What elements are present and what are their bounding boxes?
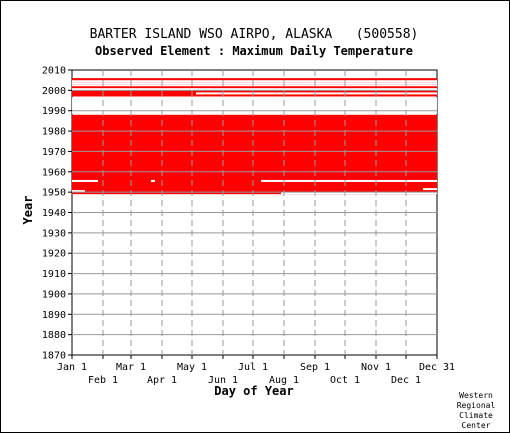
missing-data-gap [281, 192, 437, 195]
missing-data-gap [196, 92, 437, 95]
x-axis-title: Day of Year [214, 384, 293, 398]
missing-data-gap [72, 105, 437, 108]
y-tick-label: 1970 [42, 147, 66, 158]
y-tick-label: 1880 [42, 330, 66, 341]
x-axis-ticks: Jan 1 Mar 1 May 1 Jul 1 Sep 1 Nov 1 Dec 31 Feb … [57, 355, 455, 386]
credit: Western Regional Climate Center [457, 391, 496, 430]
missing-data-gap [72, 111, 437, 114]
y-tick-label: 1870 [42, 351, 66, 362]
x-tick-label: Sep 1 [300, 362, 330, 373]
y-tick-label: 1980 [42, 127, 66, 138]
x-tick-label: Dec 1 [391, 375, 421, 386]
x-tick-label: Jul 1 [238, 362, 268, 373]
missing-data-gap [151, 179, 155, 182]
y-axis-title: Year [21, 196, 35, 225]
y-tick-label: 1990 [42, 106, 66, 117]
credit-line: Regional [457, 401, 496, 410]
y-tick-label: 1930 [42, 228, 66, 239]
missing-data-gap [72, 80, 437, 83]
missing-data-gap [72, 103, 437, 106]
x-tick-label: Oct 1 [330, 375, 360, 386]
missing-data-gap [72, 84, 437, 87]
data-layer [72, 78, 437, 195]
missing-data-gap [261, 179, 437, 182]
chart-title: BARTER ISLAND WSO AIRPO, ALASKA (500558) [90, 27, 419, 42]
missing-data-gap [72, 101, 437, 104]
x-tick-label: Nov 1 [361, 362, 391, 373]
missing-data-gap [72, 179, 98, 182]
missing-data-gap [423, 188, 437, 191]
credit-line: Climate [459, 411, 493, 420]
y-tick-label: 1960 [42, 167, 66, 178]
y-tick-label: 1890 [42, 310, 66, 321]
chart-subtitle: Observed Element : Maximum Daily Tempera… [95, 44, 413, 58]
y-tick-label: 1940 [42, 208, 66, 219]
y-tick-label: 2000 [42, 86, 66, 97]
x-tick-label: Apr 1 [147, 375, 177, 386]
missing-data-gap [72, 190, 85, 193]
missing-data-gap [72, 88, 437, 91]
y-tick-label: 2010 [42, 66, 66, 77]
data-block [72, 114, 437, 195]
x-tick-label: Mar 1 [116, 362, 146, 373]
grid-layer [72, 70, 437, 355]
x-tick-label: Jan 1 [57, 362, 87, 373]
y-tick-label: 1950 [42, 188, 66, 199]
y-tick-label: 1910 [42, 269, 66, 280]
y-tick-label: 1900 [42, 289, 66, 300]
x-tick-label: Feb 1 [88, 375, 118, 386]
missing-data-gap [72, 97, 437, 100]
x-tick-label: Jun 1 [208, 375, 238, 386]
x-tick-label: May 1 [177, 362, 207, 373]
x-tick-label: Dec 31 [419, 362, 455, 373]
credit-line: Center [462, 421, 491, 430]
y-tick-label: 1920 [42, 249, 66, 260]
y-axis-ticks: 1870 1880 1890 1900 1910 1920 1930 1940 1950 1960… [42, 66, 72, 362]
x-tick-label: Aug 1 [269, 375, 299, 386]
missing-data-gap [72, 99, 437, 102]
missing-data-gap [72, 82, 437, 85]
credit-line: Western [459, 391, 493, 400]
missing-data-gap [72, 107, 437, 110]
